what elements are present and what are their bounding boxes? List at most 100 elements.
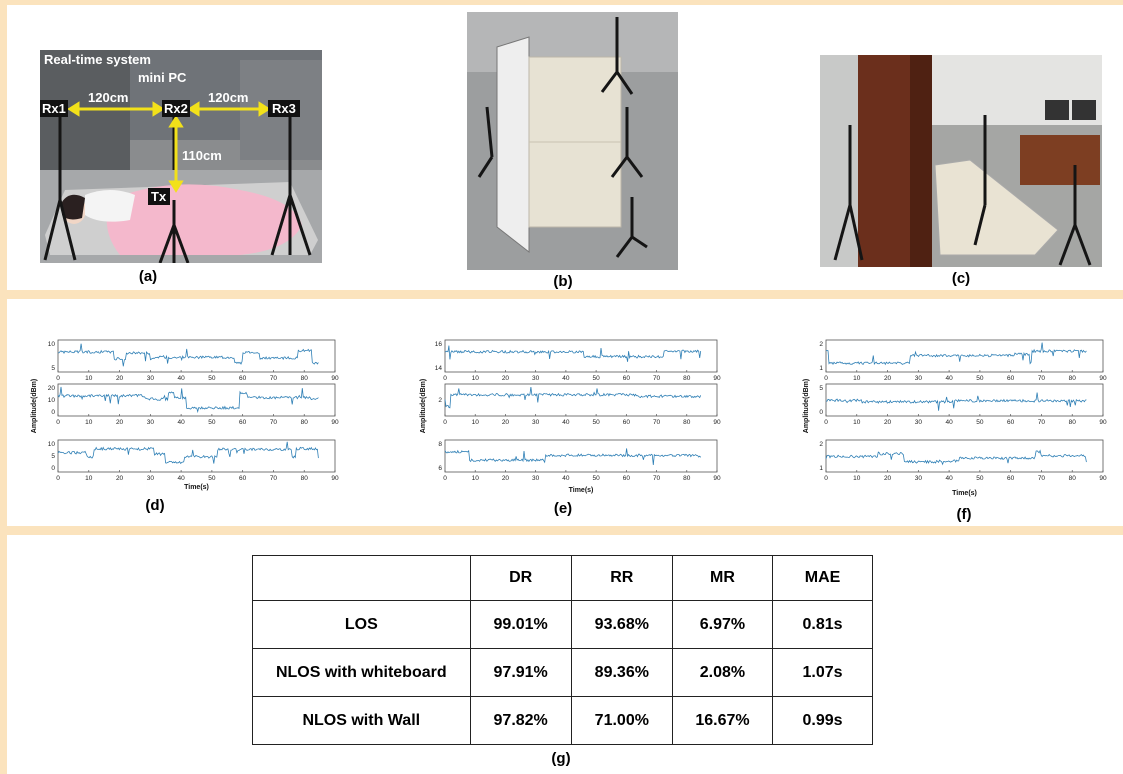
x-tick-label: 0 bbox=[443, 419, 447, 426]
x-tick-label: 80 bbox=[301, 475, 309, 482]
plot-axes-box bbox=[57, 383, 336, 417]
x-tick-label: 50 bbox=[592, 419, 600, 426]
x-tick-label: 70 bbox=[270, 475, 278, 482]
x-tick-label: 80 bbox=[683, 475, 691, 482]
x-tick-label: 0 bbox=[824, 419, 828, 426]
x-tick-label: 90 bbox=[713, 375, 721, 382]
photo-a: Real-time system mini PC 120cm 120cm 110… bbox=[40, 50, 322, 263]
x-tick-label: 20 bbox=[502, 375, 510, 382]
x-tick-label: 40 bbox=[562, 475, 570, 482]
x-tick-label: 0 bbox=[56, 475, 60, 482]
annot-d23: 120cm bbox=[208, 90, 248, 105]
x-tick-label: 90 bbox=[1099, 475, 1107, 482]
annot-system: Real-time system bbox=[44, 52, 151, 67]
x-tick-label: 70 bbox=[1038, 419, 1046, 426]
x-tick-label: 80 bbox=[683, 419, 691, 426]
x-tick-label: 10 bbox=[85, 475, 93, 482]
x-tick-label: 60 bbox=[239, 475, 247, 482]
y-tick-label: 20 bbox=[48, 385, 56, 392]
row-label: NLOS with whiteboard bbox=[252, 648, 471, 697]
x-tick-label: 90 bbox=[331, 419, 339, 426]
x-tick-label: 60 bbox=[623, 419, 631, 426]
table-cell: 16.67% bbox=[671, 696, 774, 745]
x-axis-label: Time(s) bbox=[569, 487, 594, 494]
y-tick-label: 6 bbox=[438, 465, 442, 472]
x-tick-label: 50 bbox=[208, 475, 216, 482]
x-tick-label: 30 bbox=[147, 419, 155, 426]
x-tick-label: 40 bbox=[562, 419, 570, 426]
table-cell: 6.97% bbox=[671, 600, 774, 649]
top-bar bbox=[0, 0, 1123, 5]
x-tick-label: 20 bbox=[502, 419, 510, 426]
x-tick-label: 10 bbox=[853, 419, 861, 426]
table-cell: 0.81s bbox=[772, 600, 873, 649]
y-tick-label: 14 bbox=[435, 365, 443, 372]
signal-trace bbox=[57, 386, 319, 414]
table-cell: 0.99s bbox=[772, 696, 873, 745]
x-tick-label: 30 bbox=[147, 375, 155, 382]
x-tick-label: 60 bbox=[623, 375, 631, 382]
y-tick-label: 10 bbox=[48, 441, 56, 448]
annot-pc: mini PC bbox=[138, 70, 187, 85]
caption-a: (a) bbox=[138, 268, 158, 285]
x-tick-label: 50 bbox=[976, 419, 984, 426]
caption-c: (c) bbox=[951, 270, 971, 287]
header-cell-empty bbox=[252, 555, 471, 601]
divider-1 bbox=[0, 290, 1123, 299]
y-tick-label: 16 bbox=[435, 341, 443, 348]
x-tick-label: 30 bbox=[915, 419, 923, 426]
x-tick-label: 60 bbox=[239, 419, 247, 426]
photo-c bbox=[820, 55, 1102, 267]
x-tick-label: 50 bbox=[592, 475, 600, 482]
signal-trace bbox=[444, 448, 701, 466]
x-tick-label: 60 bbox=[623, 475, 631, 482]
x-tick-label: 70 bbox=[1038, 375, 1046, 382]
x-tick-label: 50 bbox=[976, 375, 984, 382]
signal-trace bbox=[825, 342, 1087, 366]
x-tick-label: 80 bbox=[301, 419, 309, 426]
x-tick-label: 50 bbox=[976, 475, 984, 482]
plot-axes-box bbox=[825, 383, 1104, 417]
y-tick-label: 8 bbox=[438, 441, 442, 448]
table-cell: 89.36% bbox=[570, 648, 673, 697]
x-tick-label: 80 bbox=[1069, 475, 1077, 482]
header-cell-mr: MR bbox=[671, 555, 774, 601]
x-tick-label: 50 bbox=[592, 375, 600, 382]
x-tick-label: 20 bbox=[116, 419, 124, 426]
x-tick-label: 40 bbox=[177, 375, 185, 382]
table-cell: 93.68% bbox=[570, 600, 673, 649]
annot-tx: Tx bbox=[151, 189, 167, 204]
caption-g: (g) bbox=[551, 750, 571, 767]
caption-d: (d) bbox=[145, 497, 165, 514]
plot-axes-box bbox=[444, 383, 718, 417]
y-tick-label: 5 bbox=[819, 385, 823, 392]
table-row: NLOS with Wall 97.82% 71.00% 16.67% 0.99… bbox=[252, 696, 873, 745]
table-cell: 71.00% bbox=[570, 696, 673, 745]
table-row: LOS 99.01% 93.68% 6.97% 0.81s bbox=[252, 600, 873, 649]
table-cell: 97.91% bbox=[469, 648, 572, 697]
x-tick-label: 70 bbox=[653, 375, 661, 382]
x-tick-label: 20 bbox=[884, 419, 892, 426]
x-tick-label: 80 bbox=[1069, 419, 1077, 426]
caption-e: (e) bbox=[553, 500, 573, 517]
x-tick-label: 60 bbox=[1007, 375, 1015, 382]
x-tick-label: 40 bbox=[177, 419, 185, 426]
table-cell: 2.08% bbox=[671, 648, 774, 697]
x-tick-label: 70 bbox=[653, 419, 661, 426]
x-tick-label: 40 bbox=[177, 475, 185, 482]
signal-trace bbox=[444, 387, 702, 409]
signal-trace bbox=[57, 441, 319, 465]
x-tick-label: 10 bbox=[853, 375, 861, 382]
x-tick-label: 60 bbox=[1007, 419, 1015, 426]
x-tick-label: 80 bbox=[683, 375, 691, 382]
x-tick-label: 40 bbox=[945, 475, 953, 482]
table-cell: 1.07s bbox=[772, 648, 873, 697]
x-tick-label: 0 bbox=[56, 375, 60, 382]
caption-f: (f) bbox=[956, 506, 972, 523]
signal-trace bbox=[825, 392, 1087, 411]
x-tick-label: 10 bbox=[472, 419, 480, 426]
signal-trace bbox=[825, 449, 1087, 466]
y-tick-label: 0 bbox=[819, 409, 823, 416]
row-label: LOS bbox=[252, 600, 471, 649]
x-tick-label: 70 bbox=[1038, 475, 1046, 482]
